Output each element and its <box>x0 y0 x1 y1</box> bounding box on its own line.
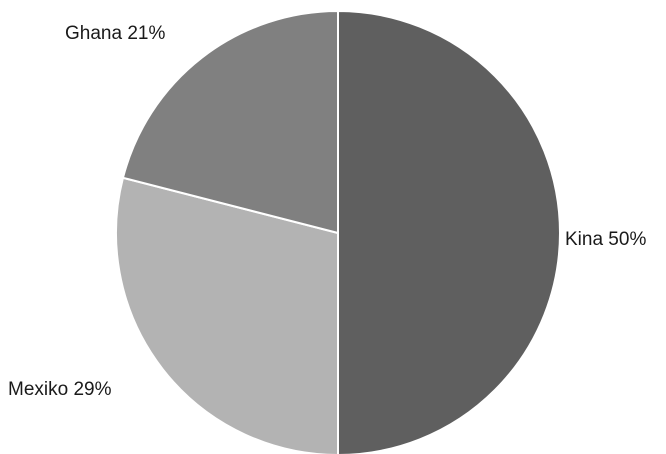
pie-slices <box>115 9 561 454</box>
pie-labels: Kina 50% Mexiko 29% Ghana 21% <box>8 23 646 400</box>
pie-slice-kina <box>337 9 561 454</box>
pie-slice-ghana <box>121 9 339 235</box>
slice-label-mexiko: Mexiko 29% <box>8 379 112 400</box>
slice-label-kina: Kina 50% <box>565 229 646 250</box>
slice-label-ghana: Ghana 21% <box>65 23 165 44</box>
pie-slice-mexiko <box>115 176 339 454</box>
